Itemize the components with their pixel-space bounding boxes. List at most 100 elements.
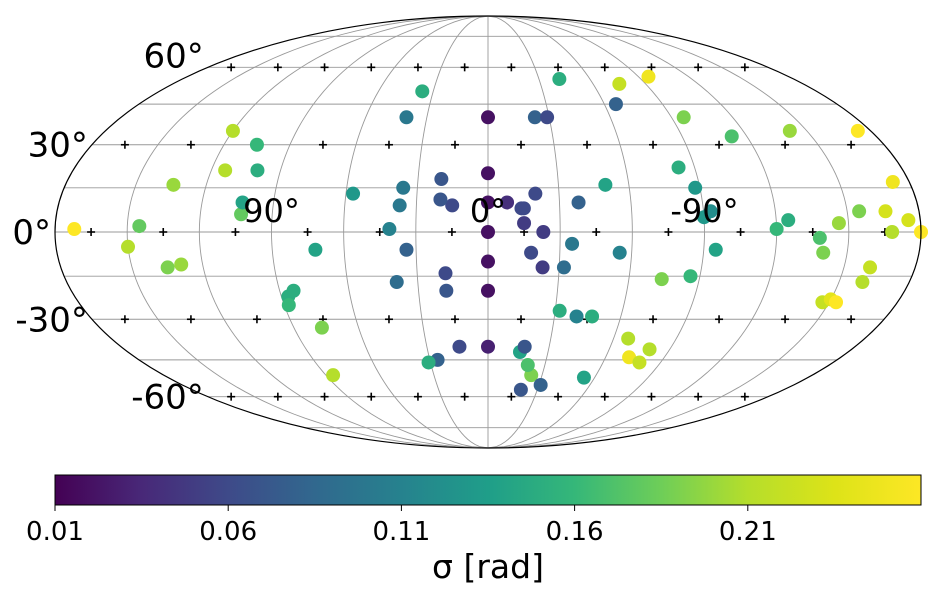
data-point	[514, 201, 529, 216]
data-point	[218, 163, 233, 178]
data-point	[782, 123, 797, 138]
crosshair-marker	[413, 392, 422, 401]
crosshair-marker	[694, 63, 703, 72]
data-point	[724, 129, 739, 144]
data-point	[565, 236, 580, 251]
data-point	[399, 110, 414, 125]
data-point	[527, 110, 542, 125]
data-point	[481, 195, 495, 210]
crosshair-marker	[159, 228, 168, 236]
data-point	[878, 204, 893, 219]
longitude-labels: 90° 0° -90°	[243, 192, 738, 230]
data-point	[249, 137, 264, 152]
data-point	[676, 110, 691, 125]
data-point	[612, 76, 627, 91]
latitude-label: -60°	[131, 378, 204, 418]
data-point	[524, 245, 539, 260]
data-point	[855, 275, 870, 290]
crosshair-marker	[320, 392, 329, 401]
data-point	[132, 219, 147, 234]
colorbar-ticks: 0.01 0.06 0.11 0.16 0.21	[26, 505, 777, 547]
data-point	[850, 123, 865, 138]
crosshair-marker	[583, 140, 592, 149]
crosshair-marker	[517, 315, 526, 324]
crosshair-marker	[740, 63, 749, 72]
data-point	[585, 309, 600, 324]
data-point	[421, 355, 436, 370]
data-point	[540, 110, 555, 125]
crosshair-marker	[384, 315, 393, 324]
data-point	[415, 84, 430, 99]
crosshair-marker	[375, 228, 384, 236]
data-point	[612, 245, 627, 260]
crosshair-marker	[252, 315, 261, 324]
colorbar-tick-label: 0.16	[546, 517, 604, 547]
crosshair-marker	[647, 392, 656, 401]
crosshair-marker	[231, 228, 240, 236]
data-point	[225, 123, 240, 138]
data-point	[160, 260, 175, 275]
data-point	[346, 186, 361, 201]
data-point	[439, 283, 454, 298]
data-point	[816, 245, 831, 260]
crosshair-marker	[592, 228, 601, 236]
data-point	[396, 180, 411, 195]
crosshair-marker	[460, 392, 469, 401]
data-point	[769, 222, 784, 237]
data-point	[434, 172, 449, 187]
crosshair-marker	[273, 63, 282, 72]
crosshair-marker	[649, 315, 658, 324]
data-point	[641, 69, 656, 84]
data-point	[831, 216, 846, 231]
data-point	[812, 230, 827, 245]
crosshair-marker	[847, 315, 856, 324]
longitude-label: 90°	[243, 192, 300, 230]
crosshair-marker	[517, 140, 526, 149]
data-point	[399, 242, 414, 257]
crosshair-marker	[186, 315, 195, 324]
crosshair-marker	[600, 63, 609, 72]
data-point	[552, 72, 567, 87]
data-point	[598, 177, 613, 192]
crosshair-marker	[120, 315, 129, 324]
crosshair-marker	[413, 63, 422, 72]
data-point	[683, 269, 698, 284]
crosshair-marker	[740, 392, 749, 401]
data-point	[536, 225, 551, 239]
crosshair-markers	[87, 63, 889, 401]
colorbar	[54, 474, 922, 506]
data-point	[392, 198, 407, 213]
crosshair-marker	[715, 315, 724, 324]
crosshair-marker	[554, 63, 563, 72]
data-point	[481, 225, 495, 239]
latitude-labels: 60° 30° 0° -30° -60°	[12, 36, 203, 417]
crosshair-marker	[554, 392, 563, 401]
data-point	[528, 186, 543, 201]
data-point	[438, 266, 453, 281]
crosshair-marker	[227, 392, 236, 401]
colorbar-tick-label: 0.11	[372, 517, 430, 547]
crosshair-marker	[808, 228, 817, 236]
data-point	[671, 160, 686, 175]
data-point	[703, 204, 718, 219]
latitude-label: 0°	[12, 213, 51, 253]
data-point	[642, 342, 657, 357]
crosshair-marker	[847, 140, 856, 149]
data-point	[517, 339, 532, 354]
data-point	[885, 174, 900, 189]
data-point	[250, 163, 265, 178]
data-points	[67, 69, 928, 397]
crosshair-marker	[600, 392, 609, 401]
data-point	[67, 222, 82, 237]
crosshair-marker	[664, 228, 673, 236]
data-point	[235, 195, 250, 210]
crosshair-marker	[320, 63, 329, 72]
data-point	[520, 358, 535, 373]
crosshair-marker	[649, 140, 658, 149]
data-point	[382, 222, 397, 237]
data-point	[286, 283, 301, 298]
data-point	[863, 260, 878, 275]
crosshair-marker	[303, 228, 312, 236]
crosshair-marker	[460, 63, 469, 72]
data-point	[654, 272, 669, 287]
